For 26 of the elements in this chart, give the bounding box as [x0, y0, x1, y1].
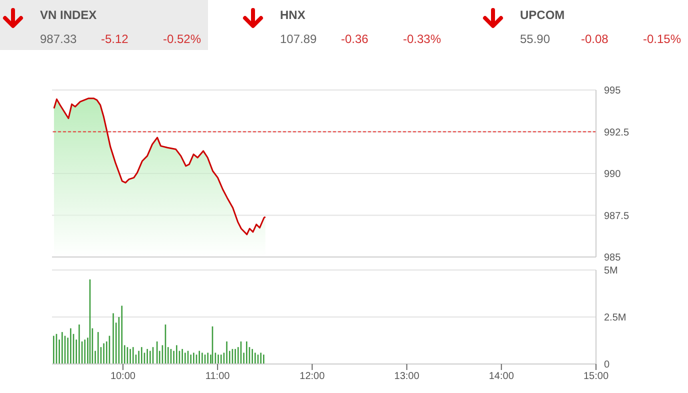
text: -0.36: [341, 32, 368, 46]
y-tick-label: 985: [604, 252, 622, 264]
y-tick-label: 987.5: [604, 210, 630, 222]
text: VN INDEX: [40, 8, 97, 22]
text: 55.90: [520, 32, 550, 46]
text: 107.89: [280, 32, 317, 46]
x-tick-label: 14:00: [488, 371, 514, 382]
text: -0.52%: [163, 32, 202, 46]
text: HNX: [280, 8, 306, 22]
text: -5.12: [101, 32, 128, 46]
text: 987.33: [40, 32, 77, 46]
text: UPCOM: [520, 8, 565, 22]
text: -0.33%: [403, 32, 442, 46]
x-tick-label: 11:00: [205, 371, 230, 382]
x-tick-label: 13:00: [394, 371, 420, 382]
text: -0.08: [581, 32, 608, 46]
x-tick-label: 10:00: [110, 371, 136, 382]
x-tick-label: 12:00: [300, 371, 326, 382]
y-tick-label: 990: [604, 169, 622, 180]
y-tick-label: 0: [604, 360, 610, 371]
y-tick-label: 995: [604, 86, 622, 97]
y-tick-label: 2.5M: [604, 312, 626, 324]
x-tick-label: 15:00: [583, 371, 609, 382]
text: -0.15%: [643, 32, 682, 46]
y-tick-label: 992.5: [604, 127, 630, 138]
y-tick-label: 5M: [604, 266, 618, 277]
